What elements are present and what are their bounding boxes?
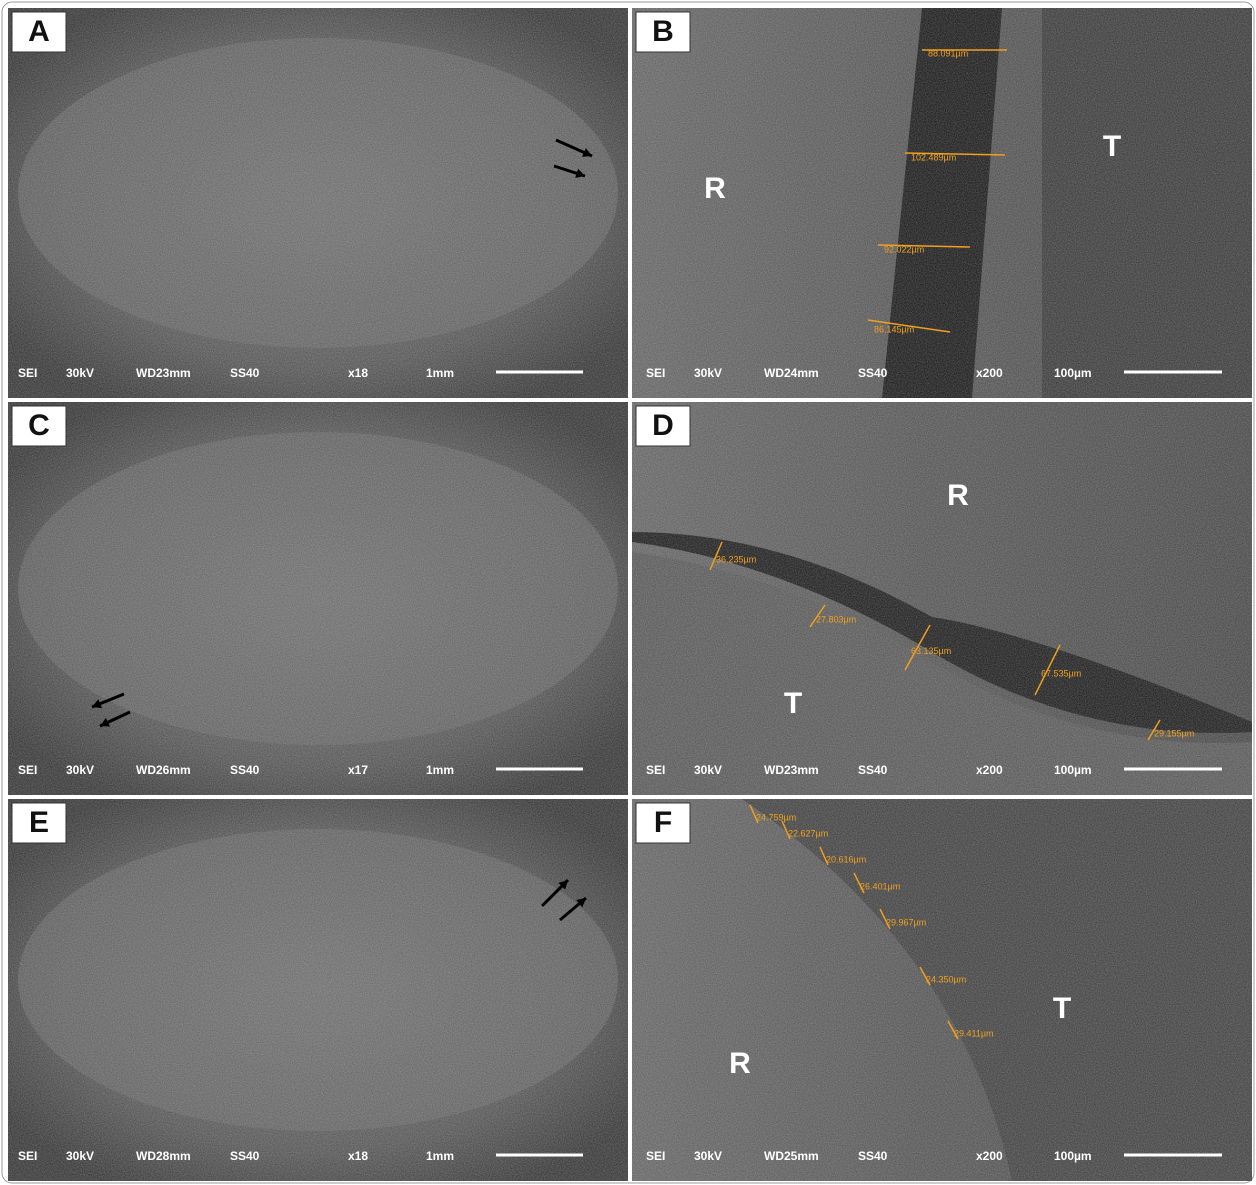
info-text: WD23mm — [764, 763, 819, 777]
info-text: 1mm — [426, 763, 454, 777]
info-text: SEI — [18, 366, 37, 380]
figure: A SEI 30kV WD23mm SS40 x18 1mm R T 88.091µm 102.48… — [0, 0, 1256, 1185]
info-text: WD28mm — [136, 1149, 191, 1163]
measure-label: 29.411µm — [954, 1028, 994, 1038]
measure-label: 86.145µm — [874, 324, 914, 334]
info-text: SS40 — [230, 1149, 260, 1163]
region-label: R — [729, 1047, 751, 1080]
panel-label: D — [652, 409, 674, 442]
panel-label: A — [28, 15, 50, 48]
measure-label: 67.535µm — [1041, 668, 1081, 678]
info-text: x200 — [976, 366, 1003, 380]
info-text: SS40 — [858, 1149, 888, 1163]
region-label: R — [704, 172, 726, 205]
measure-label: 36.235µm — [716, 554, 756, 564]
panel-label: F — [654, 806, 672, 839]
info-text: 100µm — [1054, 366, 1092, 380]
panel: R T 24.759µm 22.627µm 20.616µm 26.401µm 29.967… — [632, 799, 1252, 1181]
measure-label: 29.155µm — [1154, 728, 1194, 738]
measure-label: 26.401µm — [860, 881, 900, 891]
info-text: WD24mm — [764, 366, 819, 380]
measure-label: 29.967µm — [886, 917, 926, 927]
info-text: SEI — [646, 763, 665, 777]
panel-label: B — [652, 15, 674, 48]
region-label: T — [1103, 130, 1121, 163]
measure-label: 92.022µm — [884, 244, 924, 254]
info-text: 1mm — [426, 366, 454, 380]
info-text: 30kV — [66, 763, 94, 777]
info-text: WD25mm — [764, 1149, 819, 1163]
info-text: SS40 — [230, 763, 260, 777]
info-text: SEI — [18, 1149, 37, 1163]
info-text: 30kV — [694, 763, 722, 777]
info-text: SS40 — [230, 366, 260, 380]
region-label: R — [947, 479, 969, 512]
texture — [8, 402, 628, 795]
info-text: 30kV — [694, 1149, 722, 1163]
measure-label: 27.803µm — [816, 614, 856, 624]
panel-label: C — [28, 409, 50, 442]
measure-label: 24.350µm — [926, 974, 966, 984]
panel: R T 36.235µm 27.803µm 63.135µm 67.535µm 29.155… — [632, 402, 1252, 795]
info-text: SEI — [646, 1149, 665, 1163]
region-label: T — [1053, 992, 1071, 1025]
measure-label: 20.616µm — [826, 854, 866, 864]
info-text: x17 — [348, 763, 368, 777]
info-text: x200 — [976, 763, 1003, 777]
info-text: x18 — [348, 1149, 368, 1163]
measure-label: 22.627µm — [788, 828, 828, 838]
texture — [8, 799, 628, 1181]
info-text: SS40 — [858, 366, 888, 380]
info-text: x18 — [348, 366, 368, 380]
info-text: WD23mm — [136, 366, 191, 380]
panel: R T 88.091µm 102.489µm 92.022µm 86.145µm B SEI 3… — [632, 8, 1252, 398]
texture — [632, 799, 1252, 1181]
info-text: 30kV — [694, 366, 722, 380]
info-text: 100µm — [1054, 763, 1092, 777]
panel: C SEI 30kV WD26mm SS40 x17 1mm — [8, 402, 628, 795]
info-text: SS40 — [858, 763, 888, 777]
info-text: SEI — [646, 366, 665, 380]
measure-label: 88.091µm — [928, 48, 968, 58]
info-text: 30kV — [66, 366, 94, 380]
measure-label: 102.489µm — [911, 152, 956, 162]
panel: E SEI 30kV WD28mm SS40 x18 1mm — [8, 799, 628, 1181]
region-label: T — [784, 687, 802, 720]
measure-label: 63.135µm — [911, 646, 951, 656]
panel: A SEI 30kV WD23mm SS40 x18 1mm — [8, 8, 628, 398]
texture — [8, 8, 628, 398]
info-text: 30kV — [66, 1149, 94, 1163]
info-text: 100µm — [1054, 1149, 1092, 1163]
info-text: 1mm — [426, 1149, 454, 1163]
info-text: WD26mm — [136, 763, 191, 777]
info-text: x200 — [976, 1149, 1003, 1163]
measure-label: 24.759µm — [756, 812, 796, 822]
info-text: SEI — [18, 763, 37, 777]
panel-label: E — [29, 806, 49, 839]
